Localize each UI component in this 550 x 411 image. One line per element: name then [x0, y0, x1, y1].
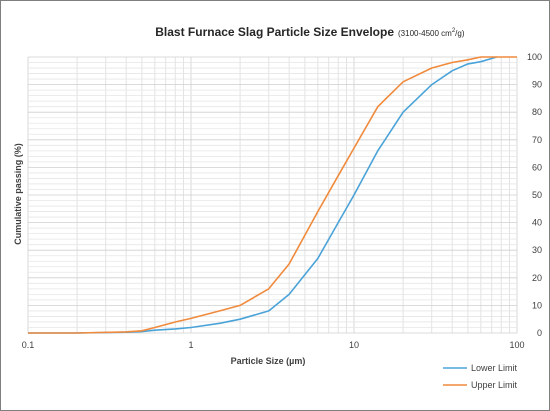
- y-tick-labels: 0 10 20 30 40 50 60 70 80 90 100: [527, 52, 542, 338]
- x-axis-title: Particle Size (µm): [231, 356, 306, 366]
- chart-subtitle-end: /g): [455, 29, 465, 38]
- series-lines: [28, 56, 517, 334]
- y-tick-label: 50: [532, 190, 542, 200]
- series-line-upper-limit: [28, 56, 517, 334]
- y-axis-title: Cumulative passing (%): [13, 143, 23, 245]
- chart-subtitle-superscript: 2: [452, 28, 456, 34]
- y-tick-label: 80: [532, 107, 542, 117]
- chart-subtitle: (3100-4500 cm: [398, 29, 452, 38]
- y-tick-label: 30: [532, 245, 542, 255]
- y-tick-label: 20: [532, 273, 542, 283]
- legend: Lower Limit Upper Limit: [443, 363, 518, 390]
- x-tick-label: 0.1: [22, 340, 35, 350]
- legend-label-lower-limit: Lower Limit: [471, 363, 518, 373]
- grid-lines: [27, 56, 518, 334]
- y-tick-label: 40: [532, 218, 542, 228]
- legend-label-upper-limit: Upper Limit: [471, 380, 518, 390]
- x-tick-labels: 0.1 1 10 100: [22, 340, 525, 350]
- chart-title-text: Blast Furnace Slag Particle Size Envelop…: [155, 25, 394, 39]
- y-tick-label: 90: [532, 80, 542, 90]
- x-tick-label: 10: [349, 340, 359, 350]
- y-tick-label: 70: [532, 135, 542, 145]
- series-line-lower-limit: [28, 56, 497, 334]
- y-tick-label: 60: [532, 162, 542, 172]
- chart-title: Blast Furnace Slag Particle Size Envelop…: [155, 25, 394, 39]
- y-tick-label: 100: [527, 52, 542, 62]
- y-tick-label: 10: [532, 300, 542, 310]
- x-tick-label: 1: [188, 340, 193, 350]
- x-tick-label: 100: [509, 340, 524, 350]
- chart-subtitle-text: (3100-4500 cm2/g): [398, 28, 465, 38]
- y-tick-label: 0: [537, 328, 542, 338]
